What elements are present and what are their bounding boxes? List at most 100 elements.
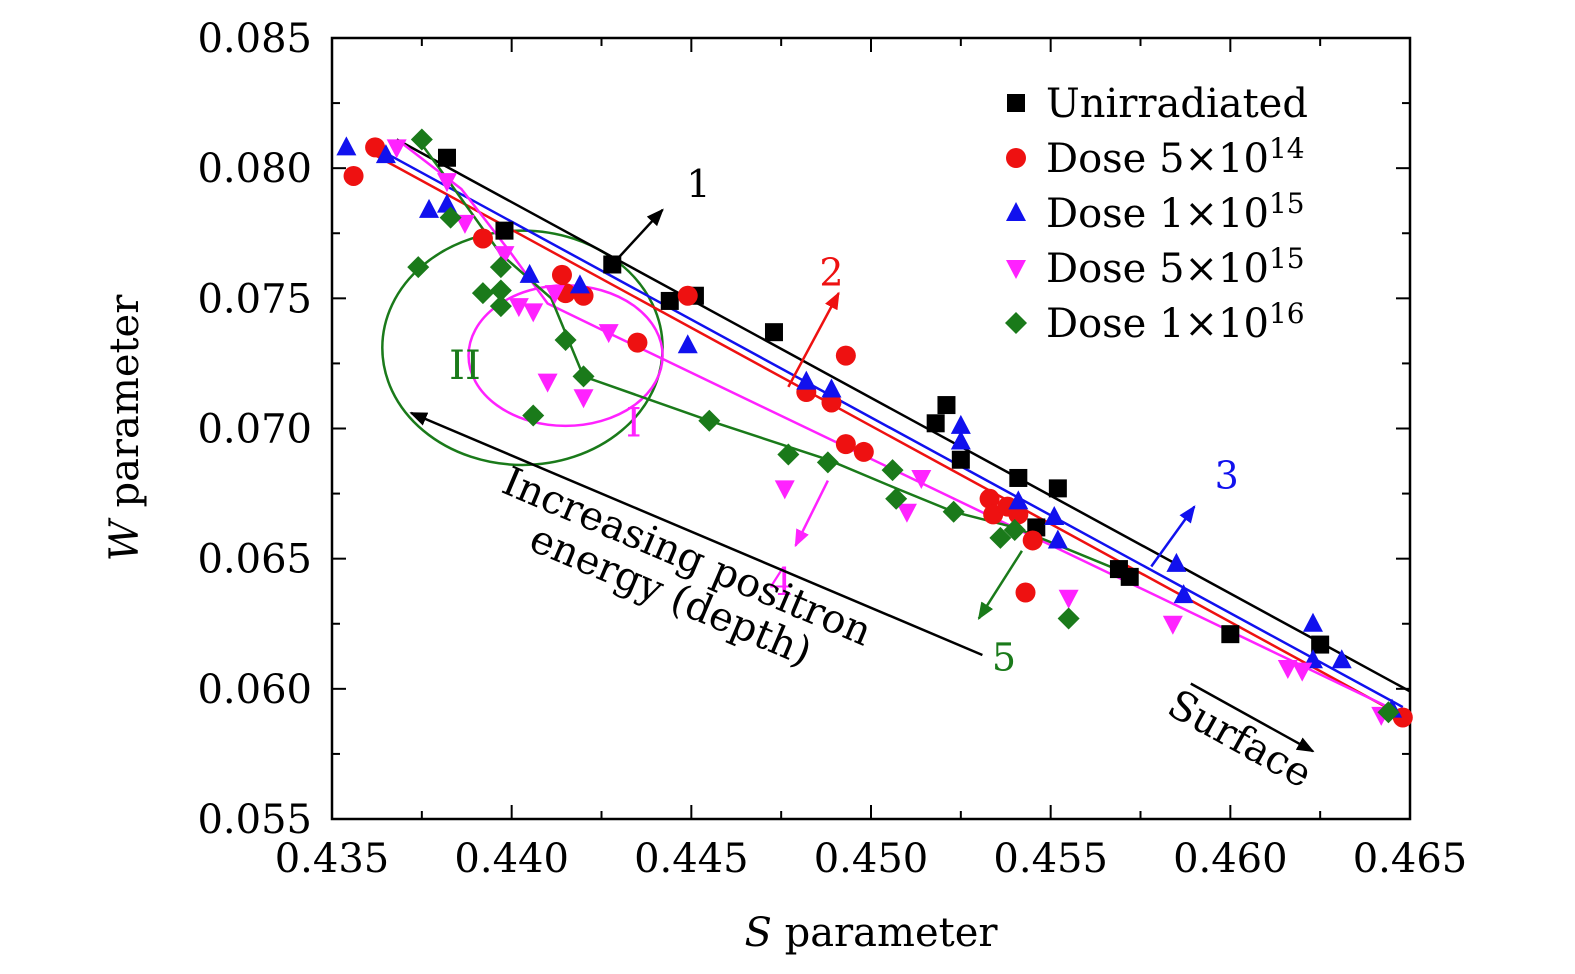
data-point-series-4 bbox=[1057, 607, 1080, 630]
data-point-series-3 bbox=[523, 303, 544, 323]
data-point-series-3 bbox=[774, 480, 795, 500]
data-point-series-2 bbox=[336, 136, 357, 156]
data-point-series-4 bbox=[410, 128, 433, 151]
legend-label-series-1: Dose 5×1014 bbox=[1046, 132, 1305, 182]
data-point-series-4 bbox=[942, 500, 965, 523]
data-point-series-3 bbox=[573, 389, 594, 409]
data-point-series-3 bbox=[1162, 615, 1183, 635]
legend-label-series-3: Dose 5×1015 bbox=[1046, 242, 1305, 292]
data-point-series-2 bbox=[375, 144, 396, 164]
region-label-ii: II bbox=[449, 343, 481, 389]
y-tick-label: 0.065 bbox=[197, 537, 312, 583]
data-point-series-3 bbox=[494, 246, 515, 266]
region-label-i: I bbox=[626, 400, 642, 446]
data-point-series-1 bbox=[821, 392, 842, 413]
x-axis-title: S parameter bbox=[744, 910, 998, 956]
data-point-series-0 bbox=[1048, 479, 1067, 498]
y-tick-label: 0.070 bbox=[197, 407, 312, 453]
data-point-series-4 bbox=[471, 282, 494, 305]
legend-marker-series-2 bbox=[1006, 202, 1026, 221]
data-point-series-3 bbox=[508, 298, 529, 318]
fit-line-series-1 bbox=[374, 154, 1411, 722]
annotation-arrow-1 bbox=[611, 208, 664, 266]
legend-label-base: Dose 1×10 bbox=[1046, 301, 1269, 347]
data-point-series-3 bbox=[896, 503, 917, 523]
annotation-arrow-5 bbox=[977, 550, 1023, 621]
legend-label-series-2: Dose 1×1015 bbox=[1046, 187, 1305, 237]
data-point-series-1 bbox=[472, 228, 493, 249]
data-point-series-0 bbox=[937, 396, 956, 415]
x-tick-label: 0.460 bbox=[1173, 836, 1288, 882]
x-tick-label: 0.435 bbox=[275, 836, 390, 882]
x-tick-label: 0.440 bbox=[454, 836, 569, 882]
y-tick-label: 0.060 bbox=[197, 667, 312, 713]
data-point-series-2 bbox=[677, 334, 698, 354]
data-point-series-2 bbox=[1047, 529, 1068, 549]
data-point-series-1 bbox=[853, 441, 874, 462]
data-point-series-2 bbox=[796, 370, 817, 390]
data-point-series-3 bbox=[544, 285, 565, 305]
data-point-series-4 bbox=[522, 404, 545, 427]
data-point-series-1 bbox=[1015, 582, 1036, 603]
data-point-series-2 bbox=[419, 198, 440, 218]
data-point-series-2 bbox=[1331, 649, 1352, 669]
annotation-arrow-4 bbox=[794, 480, 829, 548]
legend-marker-series-0 bbox=[1007, 94, 1025, 112]
data-point-series-0 bbox=[1311, 635, 1330, 654]
data-point-series-1 bbox=[1008, 504, 1029, 525]
data-point-series-4 bbox=[439, 206, 462, 229]
legend-label-base: Dose 5×10 bbox=[1046, 246, 1269, 292]
data-point-series-4 bbox=[698, 409, 721, 432]
data-point-series-0 bbox=[1221, 625, 1240, 644]
x-tick-label: 0.445 bbox=[634, 836, 749, 882]
data-point-series-3 bbox=[1277, 660, 1298, 680]
data-point-series-0 bbox=[926, 414, 945, 433]
annotation-label-3: 3 bbox=[1215, 453, 1239, 497]
legend-marker-series-3 bbox=[1006, 260, 1026, 279]
x-tick-label: 0.450 bbox=[814, 836, 929, 882]
data-point-series-1 bbox=[1022, 530, 1043, 551]
data-point-series-1 bbox=[835, 345, 856, 366]
data-point-series-1 bbox=[835, 434, 856, 455]
data-point-series-0 bbox=[951, 450, 970, 469]
direction-label-1: Surface bbox=[1160, 681, 1320, 797]
data-point-series-2 bbox=[569, 274, 590, 294]
y-axis-title: W parameter bbox=[102, 294, 148, 562]
data-point-series-1 bbox=[627, 332, 648, 353]
legend-label-exponent: 15 bbox=[1269, 242, 1305, 275]
data-point-series-2 bbox=[950, 430, 971, 450]
x-tick-label: 0.465 bbox=[1353, 836, 1468, 882]
legend-label-exponent: 14 bbox=[1269, 132, 1305, 165]
y-tick-label: 0.080 bbox=[197, 146, 312, 192]
fit-line-series-2 bbox=[374, 146, 1404, 709]
direction-arrow-1 bbox=[1190, 682, 1315, 753]
direction-arrow-0 bbox=[409, 411, 983, 657]
data-point-series-4 bbox=[881, 459, 904, 482]
x-axis: 0.435 0.440 0.445 0.450 0.455 0.460 0.465 bbox=[275, 38, 1468, 882]
data-point-series-4 bbox=[489, 295, 512, 318]
data-point-series-4 bbox=[989, 526, 1012, 549]
data-point-series-0 bbox=[1120, 567, 1139, 586]
data-point-series-0 bbox=[660, 291, 679, 310]
data-point-series-3 bbox=[537, 373, 558, 393]
annotation-label-2: 2 bbox=[819, 250, 843, 294]
data-point-series-4 bbox=[489, 256, 512, 279]
data-point-series-2 bbox=[1166, 552, 1187, 572]
y-tick-label: 0.085 bbox=[197, 16, 312, 62]
data-point-series-4 bbox=[1003, 519, 1026, 542]
legend-label-series-4: Dose 1×1016 bbox=[1046, 297, 1305, 347]
data-point-series-1 bbox=[979, 488, 1000, 509]
y-tick-label: 0.075 bbox=[197, 276, 312, 322]
data-point-series-2 bbox=[821, 378, 842, 398]
data-point-series-0 bbox=[437, 148, 456, 167]
data-point-series-1 bbox=[551, 264, 572, 285]
data-point-series-2 bbox=[1044, 506, 1065, 526]
data-point-series-2 bbox=[1008, 490, 1029, 510]
legend-label-exponent: 16 bbox=[1269, 297, 1305, 330]
data-point-series-0 bbox=[764, 323, 783, 342]
data-point-series-0 bbox=[495, 221, 514, 240]
annotation-label-5: 5 bbox=[992, 636, 1016, 680]
fit-line-series-0 bbox=[396, 138, 1411, 693]
